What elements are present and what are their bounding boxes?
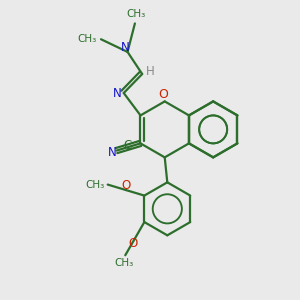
Text: N: N <box>113 86 122 100</box>
Text: CH₃: CH₃ <box>85 180 105 190</box>
Text: H: H <box>146 64 155 78</box>
Text: O: O <box>129 237 138 250</box>
Text: CH₃: CH₃ <box>114 258 134 268</box>
Text: N: N <box>121 41 130 54</box>
Text: CH₃: CH₃ <box>77 34 97 44</box>
Text: O: O <box>122 179 130 192</box>
Text: N: N <box>108 146 116 158</box>
Text: CH₃: CH₃ <box>127 9 146 19</box>
Text: O: O <box>158 88 168 101</box>
Text: C: C <box>123 139 131 152</box>
